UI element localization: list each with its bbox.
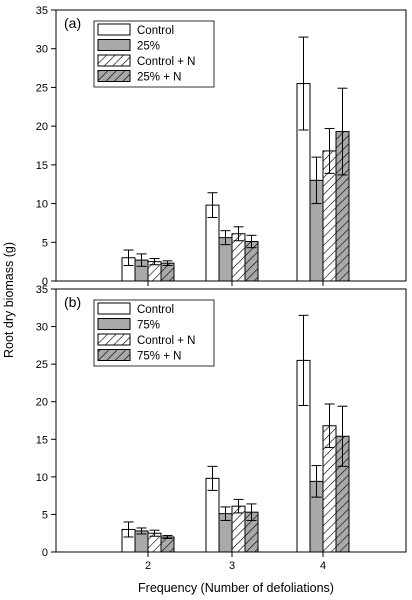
y-tick-label: 10 [36,472,48,484]
legend-label: 25% + N [137,72,181,84]
legend-swatch [97,349,131,361]
legend-label: Control + N [137,56,195,68]
x-axis-title: Frequency (Number of defoliations) [138,581,334,595]
bar [160,536,175,553]
y-tick-label: 30 [36,44,48,56]
y-tick-label: 5 [42,237,48,249]
y-tick-label: 0 [42,547,48,559]
panel-label: (b) [64,294,81,310]
x-tick-label: 4 [320,560,326,572]
y-tick-label: 15 [36,434,48,446]
y-tick-label: 0 [42,276,48,288]
x-tick-label: 3 [229,560,235,572]
legend-label: 25% [137,41,160,53]
legend-swatch [97,39,131,51]
y-tick-label: 20 [36,121,48,133]
y-tick-label: 25 [36,359,48,371]
legend-swatch [97,302,131,315]
legend-swatch [97,333,131,346]
panel-label: (a) [64,15,81,31]
legend-label: Control [137,25,174,37]
legend-swatch [97,70,131,82]
y-tick-label: 25 [36,82,48,94]
legend-swatch [97,318,131,330]
legend-label: Control + N [137,335,195,347]
legend-swatch [97,23,131,36]
legend-label: Control [137,304,174,316]
panel-b: 0 5 10 15 20 25 30 35 2 3 4 (b) Control 75% Control + … [36,284,407,572]
y-tick-label: 10 [36,199,48,211]
y-axis-title: Root dry biomass (g) [2,242,16,358]
y-tick-label: 35 [36,5,48,17]
y-tick-label: 15 [36,160,48,172]
panel-a: 0 5 10 15 20 25 30 35 (a) Control 25% Control + N 25… [36,5,407,288]
legend-label: 75% [137,320,160,332]
y-tick-label: 5 [42,509,48,521]
x-tick-label: 2 [145,560,151,572]
y-tick-label: 30 [36,322,48,334]
legend-swatch [97,54,131,67]
y-tick-label: 35 [36,284,48,296]
y-tick-label: 20 [36,397,48,409]
legend-label: 75% + N [137,351,181,363]
